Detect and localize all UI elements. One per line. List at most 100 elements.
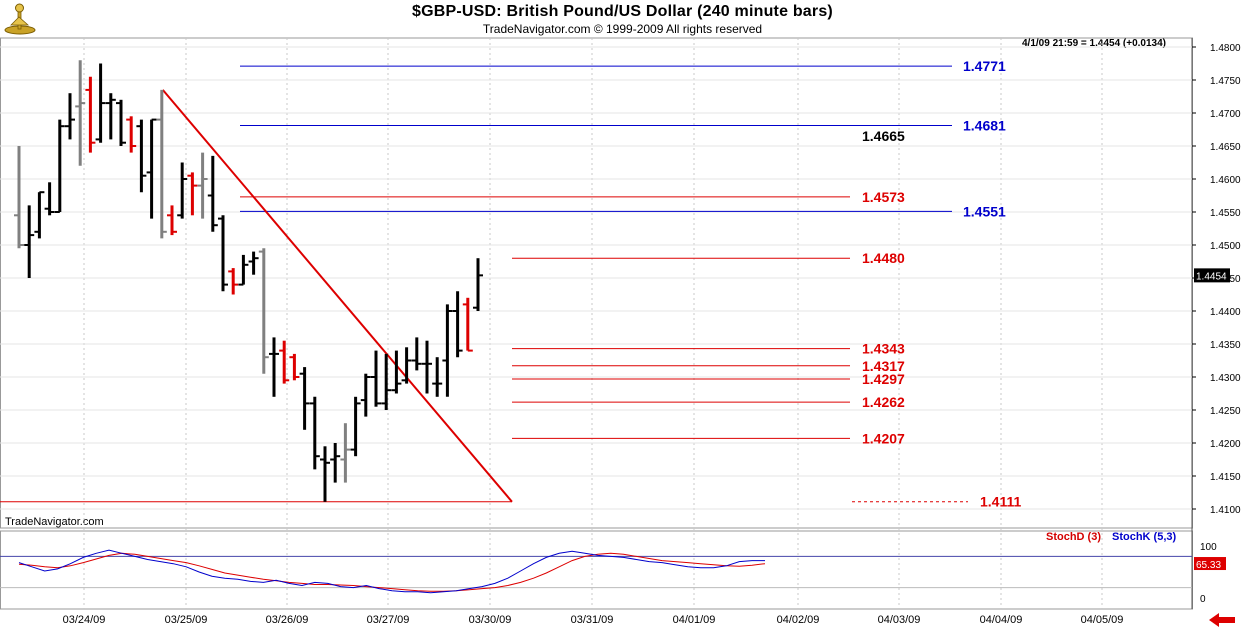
ohlc-bar (187, 172, 198, 216)
stoch-panel-frame (0, 530, 1193, 610)
ohlc-bar (462, 297, 473, 352)
x-tick-label: 03/25/09 (165, 614, 208, 626)
y-tick-label: 1.4800 (1210, 43, 1241, 54)
x-tick-label: 04/01/09 (673, 614, 716, 626)
x-tick-label: 04/04/09 (980, 614, 1023, 626)
ohlc-bar (248, 251, 259, 275)
y-tick-label: 1.4250 (1210, 406, 1241, 417)
ohlc-bar (422, 340, 432, 394)
ohlc-bar (432, 357, 443, 397)
ohlc-bar (279, 340, 290, 384)
stoch-y-tick-label: 0 (1200, 594, 1206, 605)
legend-stochk: StochK (5,3) (1112, 531, 1177, 543)
ohlc-bar (146, 118, 157, 219)
y-tick-label: 1.4500 (1210, 241, 1241, 252)
ohlc-bar (126, 116, 137, 153)
stoch-value-tag-text: 65.33 (1196, 560, 1221, 571)
y-tick-label: 1.4650 (1210, 142, 1241, 153)
ohlc-bar (167, 205, 177, 236)
copyright-subtitle: TradeNavigator.com © 1999-2009 All right… (482, 22, 763, 36)
y-tick-label: 1.4600 (1210, 175, 1241, 186)
ohlc-bar (452, 291, 463, 358)
x-tick-label: 04/02/09 (777, 614, 820, 626)
ohlc-bar (381, 353, 392, 410)
fib-label-red: 1.4297 (862, 371, 905, 387)
stochd-line (18, 552, 766, 592)
ohlc-bar (156, 89, 167, 239)
ohlc-bar (442, 304, 453, 397)
x-tick-label: 03/31/09 (571, 614, 614, 626)
fib-label-blue: 1.4551 (963, 203, 1006, 219)
ohlc-bar (350, 396, 361, 457)
tradenavigator-logo-icon (3, 3, 37, 35)
swing-trend-line (162, 89, 513, 503)
fib-label-blue: 1.4771 (963, 58, 1006, 74)
ohlc-bar (177, 162, 188, 219)
y-tick-label: 1.4550 (1210, 208, 1241, 219)
ohlc-bar (289, 353, 300, 381)
ohlc-bar (75, 60, 86, 166)
ohlc-bar (136, 119, 147, 193)
brand-watermark: TradeNavigator.com (5, 516, 104, 528)
ohlc-bar (207, 155, 218, 232)
fib-label-red: 1.4317 (862, 358, 905, 374)
ohlc-bar (14, 146, 24, 249)
ohlc-bar (320, 446, 330, 502)
scroll-right-arrow-icon[interactable] (1207, 612, 1237, 628)
y-tick-label: 1.4150 (1210, 472, 1241, 483)
ohlc-bar (95, 63, 106, 143)
ohlc-bar (309, 396, 320, 470)
stoch-value-tag (1194, 557, 1226, 571)
price-panel-frame (0, 37, 1193, 529)
ohlc-bar (105, 93, 116, 140)
ohlc-bar (54, 119, 65, 213)
x-tick-label: 03/30/09 (469, 614, 512, 626)
ohlc-bar (330, 443, 341, 483)
level-label-low: 1.4111 (980, 494, 1021, 510)
ohlc-bar (34, 191, 45, 239)
ohlc-bar (24, 205, 35, 278)
y-tick-label: 1.4300 (1210, 373, 1241, 384)
ohlc-bar (371, 350, 381, 407)
level-label-black: 1.4665 (862, 128, 905, 144)
ohlc-bar (299, 367, 310, 430)
x-tick-label: 03/24/09 (63, 614, 106, 626)
fib-label-red: 1.4573 (862, 189, 905, 205)
ohlc-bar (238, 254, 249, 286)
ohlc-bar (228, 268, 239, 295)
y-tick-label: 1.4750 (1210, 76, 1241, 87)
ohlc-bar (473, 258, 483, 311)
x-tick-label: 04/03/09 (878, 614, 921, 626)
fib-label-red: 1.4207 (862, 430, 905, 446)
last-price-tag-text: 1.4454 (1196, 271, 1227, 282)
ohlc-bar (411, 337, 422, 371)
stochk-line (18, 549, 765, 594)
legend-stochd: StochD (3) (1046, 531, 1101, 543)
x-tick-label: 03/27/09 (367, 614, 410, 626)
y-tick-label: 1.4450 (1210, 274, 1241, 285)
chart-title: $GBP-USD: British Pound/US Dollar (240 m… (412, 3, 833, 20)
last-price-stamp: 4/1/09 21:59 = 1.4454 (+0.0134) (1022, 38, 1167, 49)
y-tick-label: 1.4350 (1210, 340, 1241, 351)
ohlc-bar (197, 152, 208, 219)
ohlc-bar (258, 248, 269, 374)
x-tick-label: 04/05/09 (1081, 614, 1124, 626)
stoch-y-tick-label: 100 (1200, 542, 1217, 553)
fib-label-red: 1.4480 (862, 250, 905, 266)
ohlc-bar (269, 337, 279, 397)
ohlc-bar (218, 215, 228, 292)
fib-label-red: 1.4343 (862, 341, 905, 357)
last-price-tag (1194, 268, 1230, 283)
ohlc-bar (401, 347, 412, 384)
ohlc-bar (65, 93, 75, 140)
ohlc-bar (44, 182, 55, 216)
y-tick-label: 1.4700 (1210, 109, 1241, 120)
ohlc-bar (391, 350, 402, 394)
ohlc-bar (340, 423, 351, 483)
y-tick-label: 1.4200 (1210, 439, 1241, 450)
fib-label-red: 1.4262 (862, 394, 905, 410)
ohlc-bar (360, 373, 371, 417)
y-tick-label: 1.4100 (1210, 505, 1241, 516)
ohlc-bar (116, 99, 126, 146)
